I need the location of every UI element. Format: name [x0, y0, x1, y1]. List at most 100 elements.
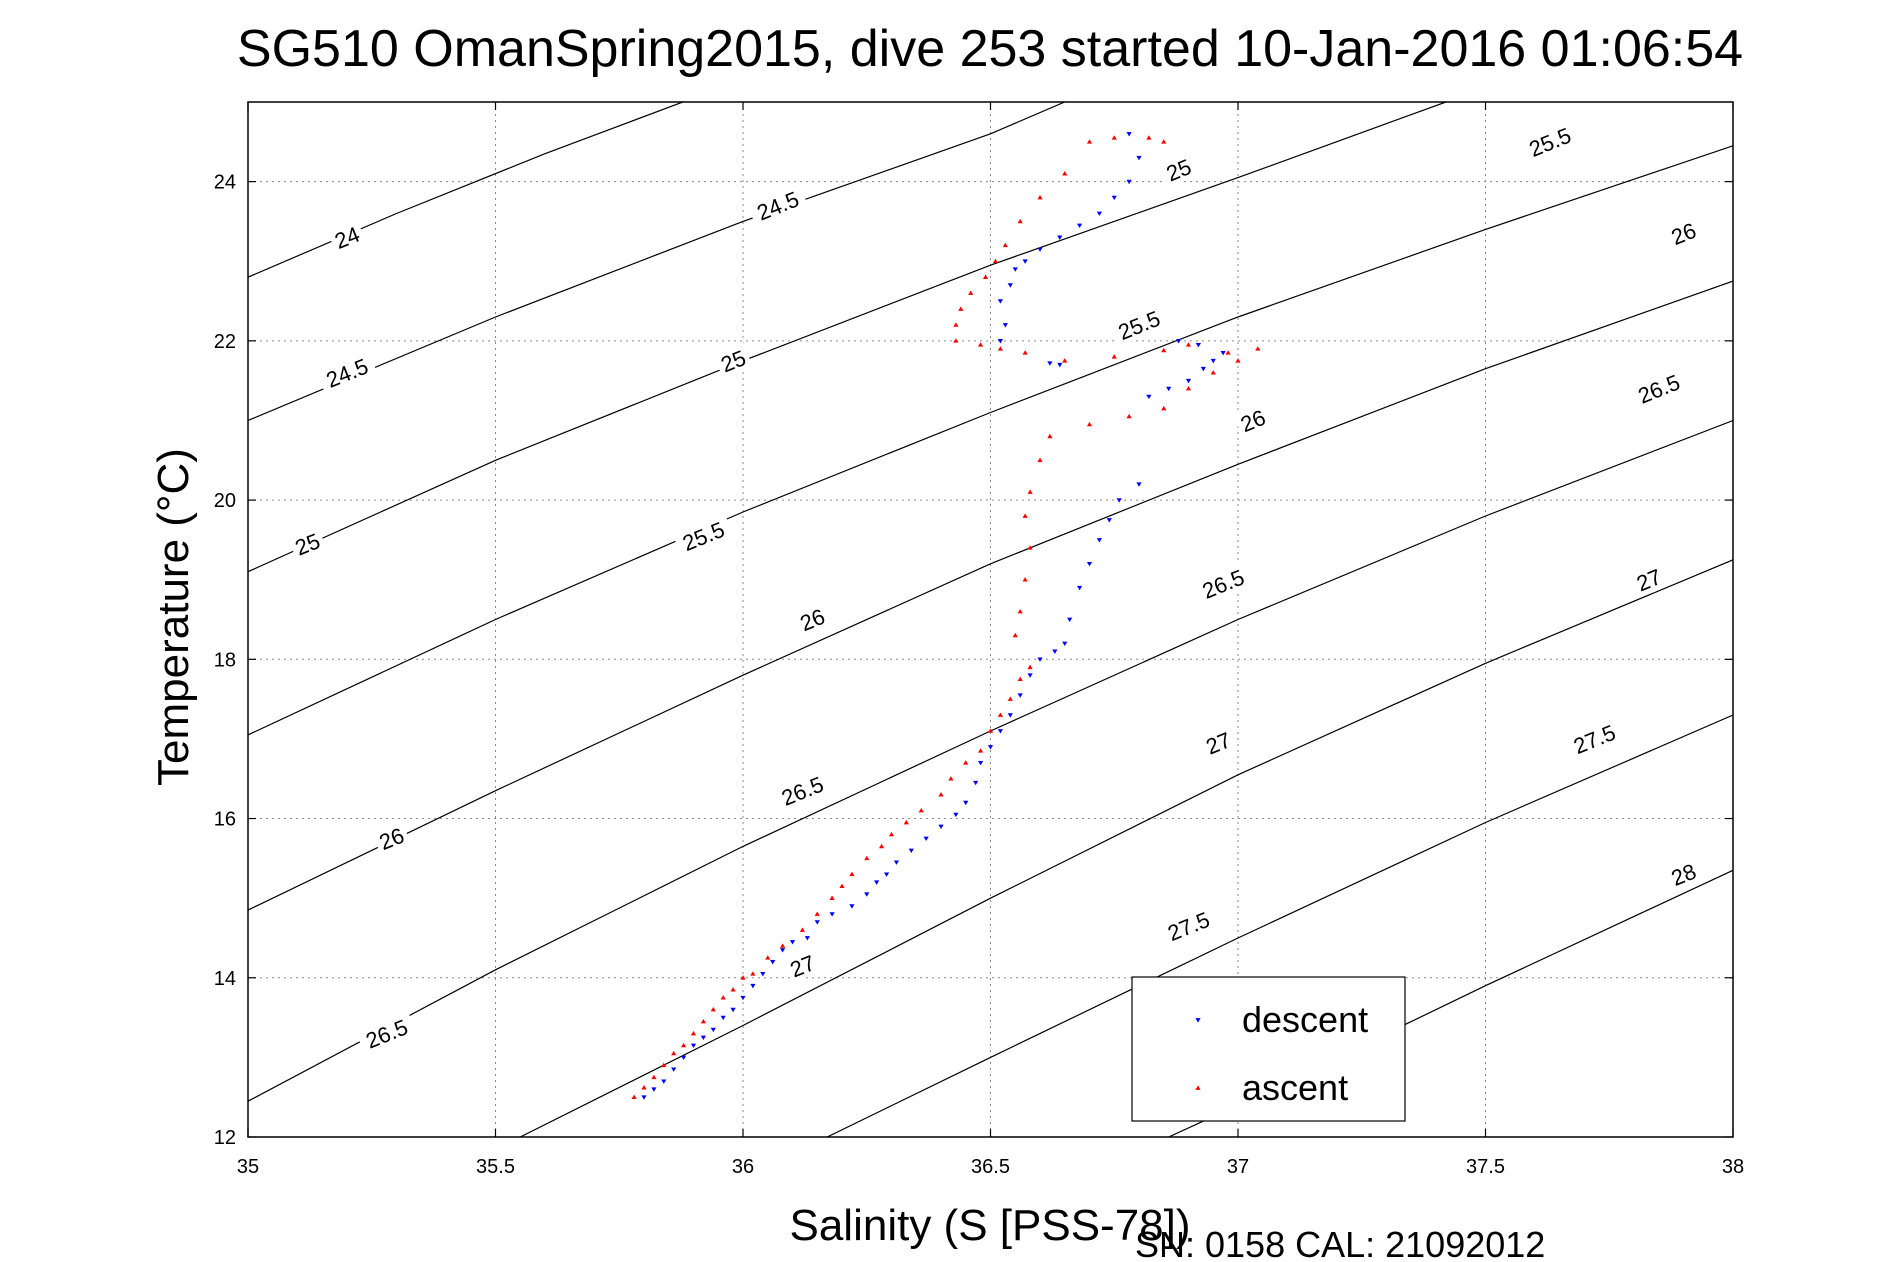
y-tick-label: 12 [214, 1127, 236, 1149]
density-contour-label-group: 26 [1663, 214, 1703, 251]
descent-point [740, 995, 746, 1001]
descent-point [720, 1015, 726, 1021]
ascent-point [953, 338, 959, 343]
descent-point [1002, 323, 1008, 328]
ascent-point [1007, 696, 1013, 701]
ascent-point [1146, 135, 1152, 140]
descent-point [1077, 223, 1083, 229]
ascent-point [948, 776, 954, 781]
descent-point [1052, 649, 1058, 654]
y-tick-label: 20 [214, 490, 236, 512]
descent-point [690, 1043, 697, 1049]
axis-ticks: 35 35.5 36 36.5 37 37.5 38 12 14 16 18 20 22 24 [214, 102, 1744, 1178]
descent-point [1111, 195, 1117, 201]
density-contour-label-bg [1663, 855, 1703, 892]
ascent-point [1235, 358, 1241, 363]
ascent-point [1161, 347, 1167, 353]
ascent-point [1086, 139, 1093, 144]
density-contour-label-bg [1627, 365, 1690, 411]
ascent-point [978, 748, 984, 753]
descent-point [750, 983, 756, 989]
density-contour-label: 26.5 [778, 772, 827, 811]
density-contour-label-group: 25.5 [672, 512, 734, 558]
ascent-point [651, 1074, 657, 1080]
density-contour-label-group: 26.5 [771, 767, 833, 813]
density-contour-label-bg [1157, 902, 1219, 948]
x-tick-label: 35 [237, 1156, 259, 1178]
ascent-point [780, 943, 786, 948]
ascent-point [799, 927, 805, 932]
descent-point [730, 1007, 736, 1013]
ascent-point [992, 258, 999, 264]
descent-point [710, 1027, 716, 1033]
ascent-point [1185, 386, 1192, 391]
descent-point [938, 824, 944, 830]
y-tick-label: 22 [214, 331, 236, 353]
descent-point [1146, 394, 1152, 400]
density-contour-label: 27.5 [1570, 720, 1619, 759]
ascent-point [641, 1085, 647, 1090]
descent-point [1057, 362, 1063, 368]
descent-point [1136, 155, 1142, 161]
density-contour-label-bg [1232, 401, 1273, 438]
density-contour-label-group: 25 [1158, 150, 1198, 187]
descent-point [829, 912, 835, 917]
ascent-point [888, 831, 895, 837]
density-contour-label-group: 27 [782, 946, 822, 983]
ascent-point [690, 1030, 697, 1036]
x-tick-label: 36.5 [971, 1156, 1010, 1178]
ascent-point [1126, 413, 1132, 419]
legend-marker-descent [1195, 1018, 1201, 1023]
ascent-point [829, 895, 835, 900]
descent-point [883, 872, 890, 877]
ascent-point [720, 995, 726, 1000]
descent-point [804, 936, 810, 941]
ascent-point [740, 975, 746, 980]
density-contour-label: 26.5 [362, 1014, 411, 1053]
ascent-point [982, 274, 989, 279]
ascent-point [987, 728, 994, 733]
descent-point [1220, 350, 1226, 356]
density-contour-label-group: 26.5 [1191, 560, 1254, 606]
ascent-point [1022, 350, 1028, 355]
ascent-point [1111, 354, 1117, 359]
descent-point [789, 940, 796, 945]
footer-serial-calibration: SN: 0158 CAL: 21092012 [1135, 1224, 1545, 1262]
density-contour-label-bg [672, 512, 734, 558]
ascent-point [849, 871, 855, 877]
density-contour-label-bg [713, 341, 753, 378]
x-tick-label: 38 [1722, 1156, 1744, 1178]
x-tick-label: 36 [732, 1156, 754, 1178]
descent-point [1200, 366, 1206, 372]
descent-point [1185, 378, 1192, 384]
descent-point [1116, 498, 1122, 503]
descent-point [1067, 617, 1073, 623]
descent-point [814, 920, 820, 925]
density-contour-label-group: 25 [713, 341, 753, 378]
ascent-point [879, 843, 885, 849]
ascent-point [1017, 608, 1023, 614]
density-contour-label-group: 26.5 [1627, 365, 1690, 411]
density-contour-label-group: 25.5 [1518, 118, 1581, 164]
ascent-point [1255, 346, 1261, 351]
ascent-point [730, 987, 736, 992]
y-tick-label: 24 [214, 172, 236, 194]
ascent-point [864, 855, 870, 861]
density-contour-label-bg [1158, 150, 1198, 187]
density-contour-label: 24.5 [753, 186, 802, 225]
y-tick-label: 14 [214, 968, 236, 990]
descent-point [953, 812, 959, 818]
ascent-point [661, 1062, 667, 1068]
ascent-point [997, 712, 1003, 717]
density-contour-label-group: 25 [287, 524, 327, 562]
descent-point [1037, 247, 1043, 252]
density-contour-24 [248, 102, 685, 278]
descent-point [1062, 641, 1068, 646]
descent-point [874, 880, 880, 885]
ascent-point [671, 1050, 677, 1056]
descent-point [1007, 283, 1013, 288]
ascent-point [1012, 632, 1018, 638]
x-axis-label: Salinity (S [PSS-78]) [789, 1201, 1190, 1250]
density-contour-label-group: 24 [326, 218, 367, 255]
descent-point [923, 836, 929, 842]
